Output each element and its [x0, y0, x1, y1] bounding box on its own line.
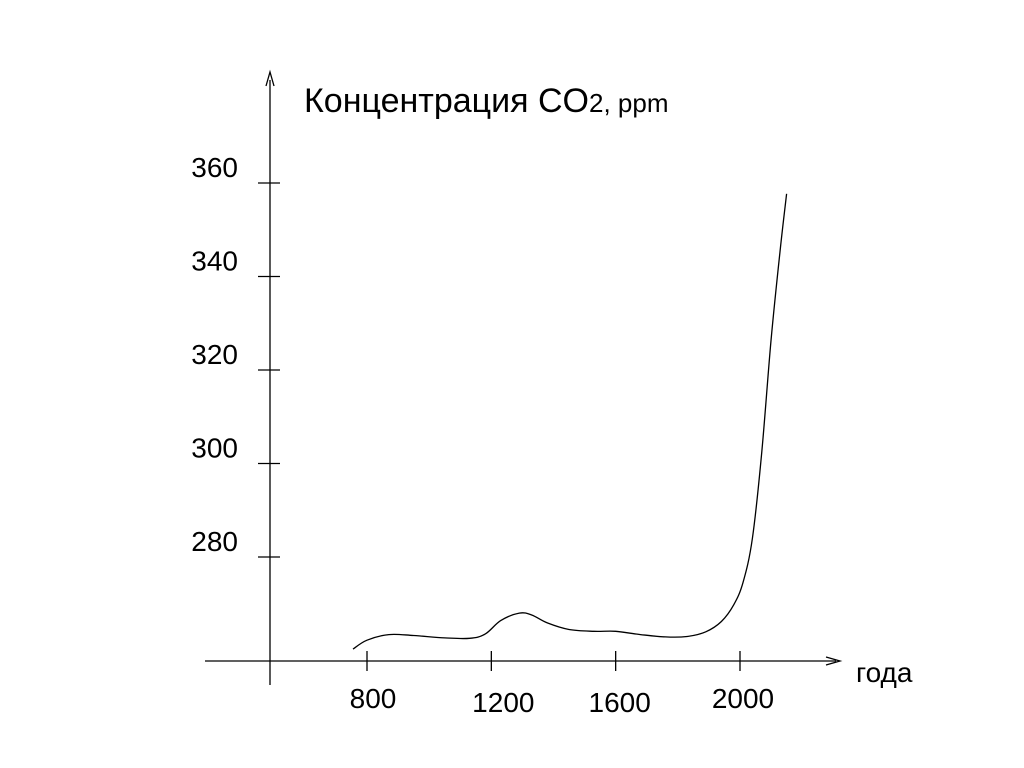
x-tick-label-1600: 1600 — [589, 687, 651, 718]
x-axis-arrow — [825, 656, 843, 666]
x-ticks: 800 1200 1600 2000 — [350, 651, 774, 718]
y-tick-label-300: 300 — [191, 433, 238, 464]
x-tick-label-1200: 1200 — [472, 687, 534, 718]
y-tick-label-320: 320 — [191, 339, 238, 370]
axes — [205, 69, 843, 685]
y-tick-label-360: 360 — [191, 152, 238, 183]
x-tick-label-800: 800 — [350, 683, 397, 714]
x-tick-label-2000: 2000 — [712, 683, 774, 714]
chart-title-subscript: 2 — [589, 88, 603, 118]
y-ticks: 280 300 320 340 360 — [191, 152, 280, 558]
y-tick-label-280: 280 — [191, 526, 238, 557]
y-tick-label-340: 340 — [191, 246, 238, 277]
chart-title-unit: , ppm — [603, 88, 668, 118]
chart-title-text: Концентрация CO — [304, 82, 589, 120]
x-axis-label: года — [856, 657, 913, 688]
y-axis-arrow — [265, 69, 275, 87]
chart-title: Концентрация CO2, ppm — [304, 82, 668, 120]
series-line-co2 — [352, 193, 788, 650]
